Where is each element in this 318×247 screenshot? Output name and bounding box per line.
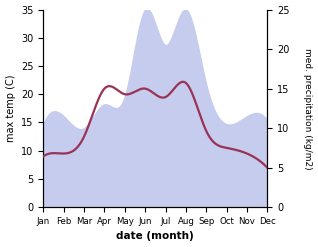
X-axis label: date (month): date (month)	[116, 231, 194, 242]
Y-axis label: max temp (C): max temp (C)	[5, 75, 16, 142]
Y-axis label: med. precipitation (kg/m2): med. precipitation (kg/m2)	[303, 48, 313, 169]
